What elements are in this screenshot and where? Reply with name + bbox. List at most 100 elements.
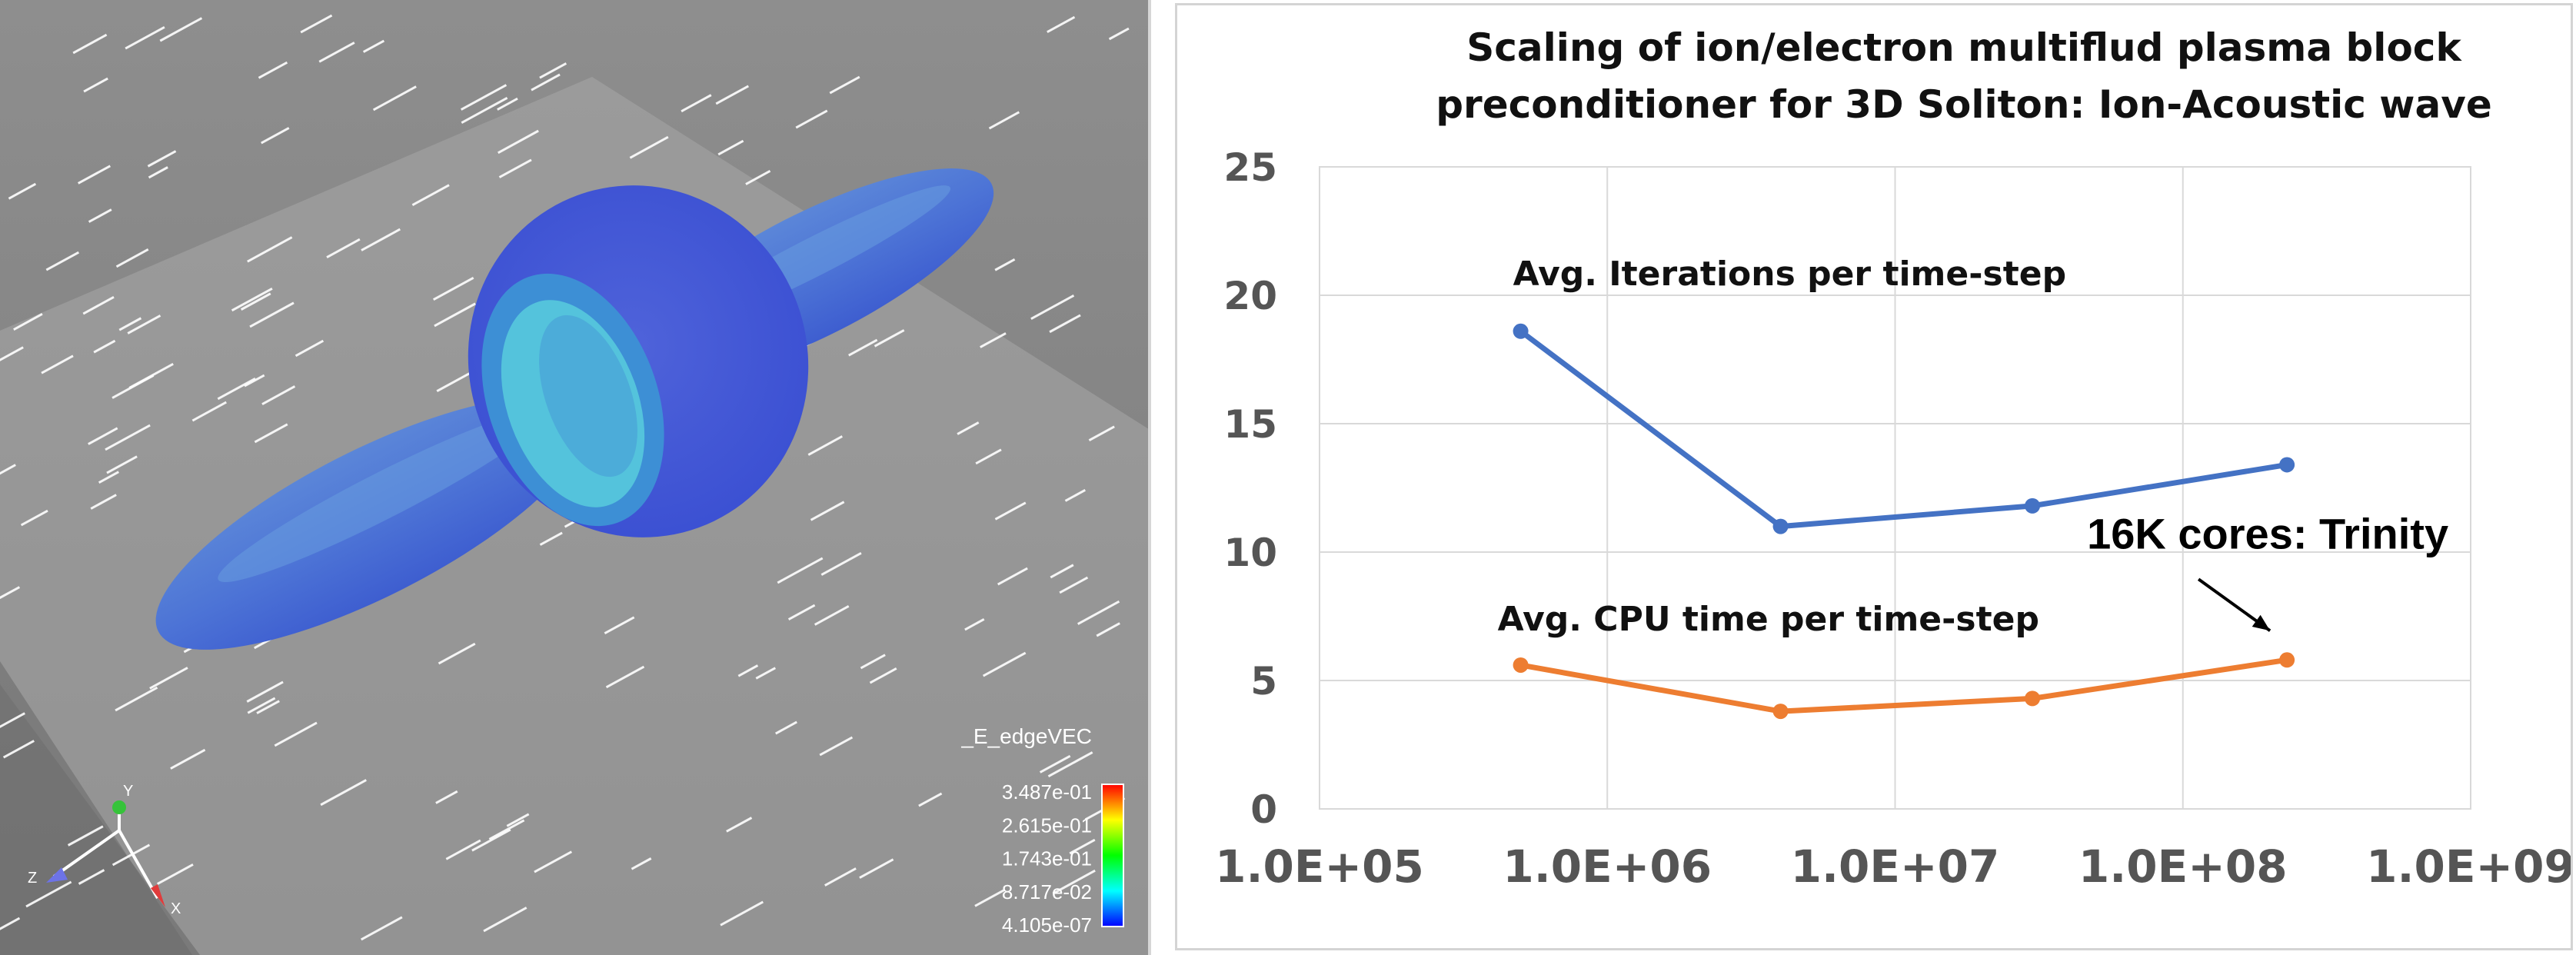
- field-arrow: [726, 817, 753, 833]
- field-arrow: [261, 127, 290, 145]
- field-arrow: [98, 471, 119, 484]
- field-arrow: [531, 73, 561, 92]
- colorbar-tick-label: 8.717e-02: [1002, 880, 1092, 903]
- field-arrow: [411, 184, 450, 207]
- series-label-iterations: Avg. Iterations per time-step: [1513, 255, 2067, 294]
- annotation-arrow: [2197, 577, 2271, 632]
- scaling-chart-panel: Scaling of ion/electron multiflud plasma…: [1175, 3, 2573, 950]
- colorbar-tick-label: 2.615e-01: [1002, 814, 1092, 837]
- field-arrow: [829, 75, 860, 95]
- field-arrow: [982, 651, 1027, 677]
- field-arrow: [147, 150, 177, 168]
- field-arrow: [717, 139, 744, 156]
- field-arrow: [629, 135, 669, 159]
- field-arrow: [848, 338, 878, 357]
- field-arrow: [1069, 838, 1096, 855]
- field-arrow: [249, 301, 295, 328]
- field-arrow: [497, 97, 518, 111]
- field-arrow: [1059, 576, 1089, 594]
- field-arrow: [361, 228, 401, 251]
- field-arrow: [1096, 622, 1120, 637]
- field-arrow: [1064, 489, 1086, 502]
- field-arrow: [994, 258, 1016, 271]
- field-arrow: [787, 604, 816, 621]
- data-point: [1772, 704, 1789, 720]
- z-axis-marker: [46, 867, 68, 883]
- data-point: [2025, 690, 2041, 707]
- chart-title-line-2: preconditioner for 3D Soliton: Ion-Acous…: [1436, 82, 2491, 127]
- field-arrow: [156, 863, 194, 885]
- 3d-visualization-panel: _E_edgeVEC 3.487e-01 2.615e-01 1.743e-01 8.…: [0, 0, 1151, 955]
- y-tick-label: 20: [1223, 274, 1277, 318]
- field-arrow: [631, 857, 652, 870]
- field-arrow: [1049, 314, 1081, 334]
- field-arrow: [149, 667, 188, 690]
- field-arrow: [170, 748, 206, 770]
- field-arrow: [0, 346, 24, 361]
- field-arrow: [810, 501, 845, 521]
- y-axis-label: Y: [123, 783, 133, 800]
- field-arrow: [498, 158, 532, 178]
- field-arrow: [1047, 15, 1076, 34]
- field-arrow: [77, 165, 111, 185]
- field-arrow: [988, 111, 1020, 130]
- field-arrow: [256, 700, 280, 714]
- field-arrow: [994, 501, 1027, 521]
- series-label-cpu-time: Avg. CPU time per time-step: [1498, 600, 2039, 639]
- field-arrow: [975, 448, 1002, 465]
- field-arrow: [795, 109, 828, 129]
- field-arrow: [8, 182, 37, 200]
- field-arrow: [434, 302, 476, 328]
- annotation-16k-cores: 16K cores: Trinity: [2087, 509, 2448, 557]
- field-arrow: [82, 295, 115, 315]
- x-tick-label: 1.0E+07: [1791, 840, 2000, 893]
- field-arrow: [128, 363, 174, 389]
- field-arrow: [432, 277, 474, 301]
- field-arrow: [148, 166, 168, 179]
- field-arrow: [72, 33, 108, 55]
- field-arrow: [300, 14, 333, 34]
- field-arrow: [115, 686, 158, 712]
- field-arrow: [247, 236, 293, 263]
- chart-title-line-1: Scaling of ion/electron multiflud plasma…: [1466, 25, 2462, 70]
- field-arrow: [90, 494, 117, 510]
- field-arrow: [254, 423, 288, 444]
- field-arrow: [115, 248, 149, 268]
- field-arrow: [258, 61, 288, 79]
- field-arrow: [125, 25, 165, 50]
- x-tick-label: 1.0E+08: [2078, 840, 2288, 893]
- field-arrow: [807, 435, 843, 456]
- field-arrow: [261, 385, 296, 405]
- field-arrow: [88, 427, 118, 445]
- field-arrow: [105, 424, 151, 451]
- field-arrow: [824, 867, 857, 887]
- field-arrow: [539, 531, 563, 546]
- y-tick-label: 25: [1223, 145, 1277, 190]
- field-arrow: [488, 819, 525, 840]
- field-arrow: [605, 665, 645, 689]
- field-arrow: [860, 654, 886, 670]
- field-arrow: [41, 354, 74, 374]
- axes-triad: Y X Z: [28, 783, 181, 917]
- y-axis-marker: [112, 800, 126, 814]
- field-arrow: [874, 329, 905, 348]
- x-axis-label: X: [171, 900, 181, 917]
- field-arrow: [191, 401, 227, 422]
- series-group: [1513, 323, 2295, 720]
- field-arrow: [755, 667, 777, 680]
- field-arrow: [483, 907, 528, 933]
- field-arrow: [720, 900, 764, 927]
- field-arrow: [0, 464, 16, 475]
- field-arrow: [980, 332, 1007, 348]
- field-arrow: [231, 287, 273, 312]
- colorbar-tick-label: 3.487e-01: [1002, 780, 1092, 804]
- field-arrow: [869, 667, 897, 684]
- y-tick-label: 5: [1250, 659, 1277, 704]
- field-arrow: [957, 421, 980, 435]
- field-arrow: [93, 339, 116, 354]
- data-point: [1772, 518, 1789, 534]
- data-point: [1513, 323, 1529, 339]
- field-arrow: [217, 377, 256, 401]
- data-point: [2279, 652, 2295, 668]
- field-arrow: [2, 740, 35, 759]
